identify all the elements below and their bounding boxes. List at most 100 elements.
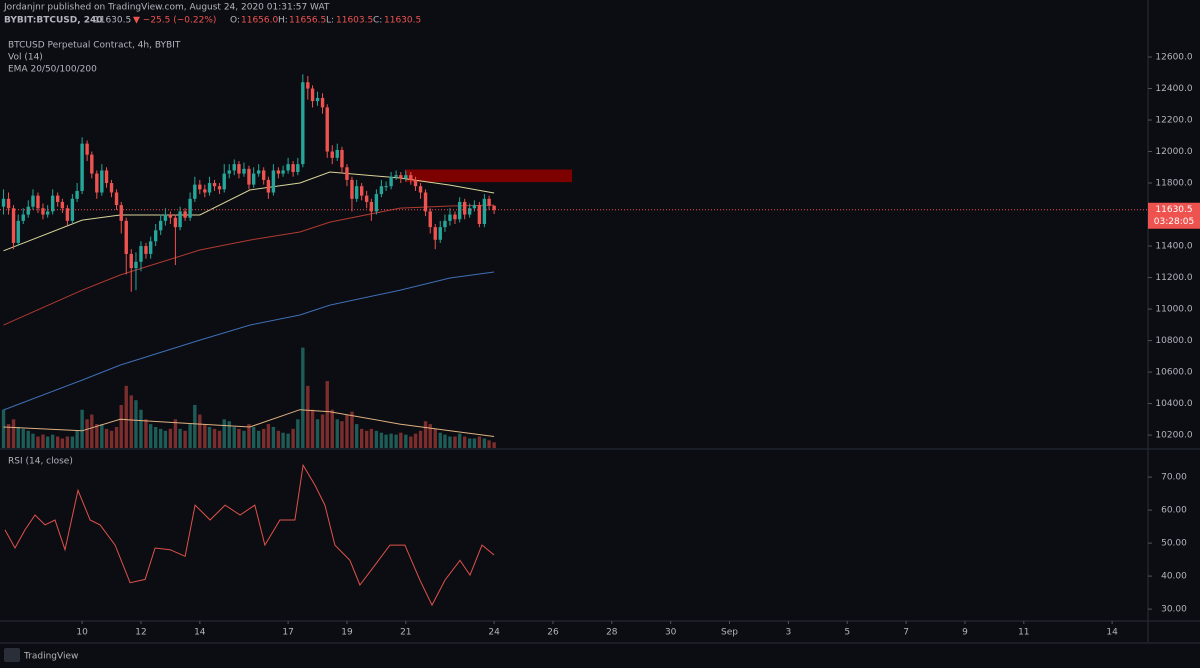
volume-bar	[399, 432, 403, 448]
candle-body	[114, 192, 119, 206]
ema-line	[3, 271, 495, 411]
candle-body	[428, 211, 432, 228]
candle-body	[482, 198, 487, 224]
candle-body	[75, 190, 79, 199]
volume-bar	[364, 430, 369, 448]
volume-bar	[350, 411, 354, 448]
volume-bar	[404, 434, 408, 448]
y-tick-label: 11400.0	[1155, 242, 1192, 252]
candle-body	[443, 220, 447, 228]
ohlc-value: 11603.5	[336, 16, 373, 26]
volume-bar	[173, 419, 178, 448]
volume-bar	[345, 414, 349, 448]
candle-body	[31, 195, 35, 207]
ohlc-value: 11656.0	[241, 16, 278, 26]
volume-bar	[320, 414, 325, 448]
candle-body	[335, 149, 339, 158]
candle-body	[45, 211, 50, 215]
resistance-zone	[404, 169, 573, 183]
x-tick-label: 28	[606, 628, 618, 638]
volume-bar	[261, 428, 266, 448]
candle-body	[251, 173, 256, 185]
candle-body	[11, 208, 16, 243]
candle-body	[26, 206, 30, 215]
volume-bar	[6, 424, 11, 448]
rsi-title: RSI (14, close)	[8, 457, 73, 467]
volume-bar	[359, 428, 364, 448]
candle-body	[222, 173, 226, 190]
ohlc-key: C:	[373, 16, 382, 26]
symbol: BYBIT:BTCUSD, 240	[4, 16, 103, 26]
volume-bar	[232, 426, 236, 448]
x-tick-label: 7	[903, 628, 909, 638]
candle-body	[6, 198, 11, 209]
candle-body	[1, 198, 6, 207]
volume-bar	[237, 428, 241, 448]
volume-bar	[472, 438, 477, 448]
ohlc-key: H:	[278, 16, 288, 26]
volume-bar	[369, 428, 374, 448]
candle-body	[301, 82, 305, 165]
candle-body	[212, 183, 217, 187]
volume-bar	[335, 419, 339, 448]
ohlc-value: 11656.5	[289, 16, 326, 26]
logo-icon[interactable]	[4, 648, 20, 662]
volume-bar	[413, 433, 418, 448]
candle-body	[104, 170, 109, 184]
volume-bar	[41, 434, 45, 448]
candle-body	[472, 205, 477, 209]
x-tick-label: 26	[547, 628, 559, 638]
last-price: 11630.5	[94, 16, 131, 26]
y-tick-label: 12400.0	[1155, 84, 1192, 94]
candle-body	[203, 189, 207, 193]
volume-bar	[222, 419, 226, 448]
candle-body	[364, 195, 369, 202]
candle-body	[80, 143, 84, 191]
candle-body	[90, 154, 94, 174]
volume-bar	[379, 432, 384, 448]
y-tick-label: 10600.0	[1155, 368, 1192, 378]
candle-body	[227, 170, 231, 174]
volume-bar	[330, 409, 334, 448]
candle-body	[291, 164, 295, 173]
candle-body	[193, 184, 197, 199]
volume-bar	[482, 438, 487, 448]
candle-body	[296, 164, 300, 173]
volume-bar	[95, 424, 99, 448]
candle-body	[188, 198, 192, 218]
volume-bar	[453, 436, 457, 448]
x-tick-label: 10	[76, 628, 88, 638]
volume-bar	[198, 414, 202, 448]
x-tick-label: 14	[194, 628, 206, 638]
y-tick-label: 11200.0	[1155, 273, 1192, 283]
volume-bar	[217, 430, 222, 448]
y-tick-label: 11000.0	[1155, 305, 1192, 315]
plot-area	[0, 74, 1148, 607]
x-tick-label: 3	[786, 628, 792, 638]
candle-body	[379, 186, 384, 195]
volume-bar	[70, 436, 75, 448]
volume-bar	[448, 436, 452, 448]
candle-body	[276, 170, 281, 174]
rsi-tick-label: 60.00	[1161, 506, 1187, 516]
change: ▼ −25.5 (−0.22%)	[133, 16, 216, 26]
rsi-tick-label: 70.00	[1161, 473, 1187, 483]
candle-body	[153, 230, 158, 242]
candle-body	[178, 211, 182, 228]
candle-body	[198, 184, 202, 190]
x-tick-label: 5	[844, 628, 850, 638]
candle-body	[266, 179, 271, 193]
volume-bar	[276, 430, 281, 448]
candle-body	[217, 186, 222, 190]
volume-bar	[340, 421, 344, 448]
candle-body	[183, 211, 187, 218]
candle-body	[340, 149, 344, 168]
volume-bar	[266, 424, 271, 448]
candle-body	[281, 170, 285, 174]
volume-bar	[423, 421, 428, 448]
volume-bar	[90, 414, 94, 448]
volume-bar	[26, 430, 30, 448]
brand[interactable]: TradingView	[23, 652, 78, 662]
published-line: Jordanjnr published on TradingView.com, …	[3, 3, 330, 13]
